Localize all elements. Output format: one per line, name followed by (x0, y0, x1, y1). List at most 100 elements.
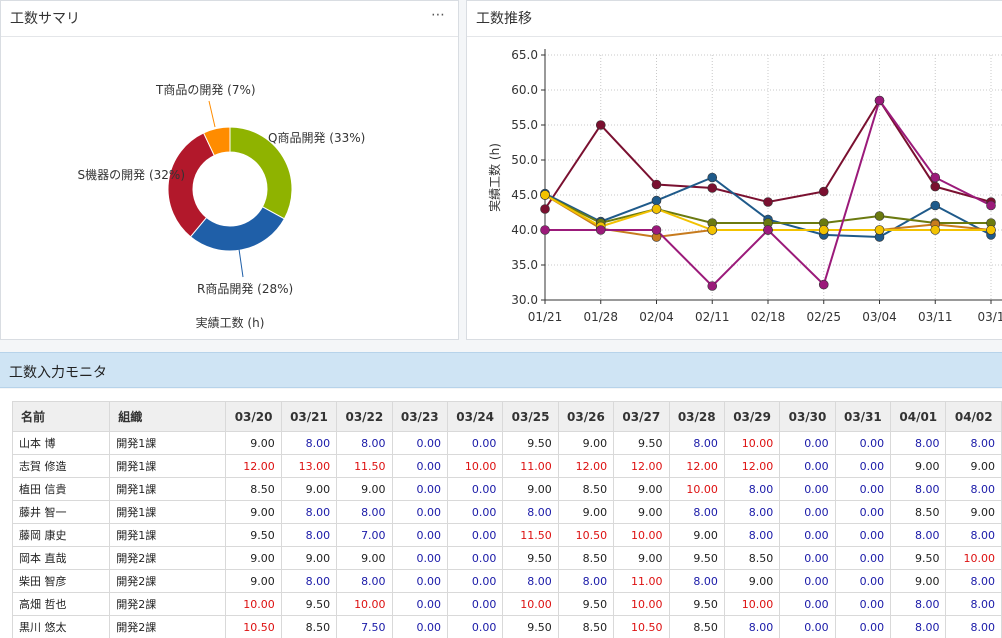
cell-hours[interactable]: 11.00 (613, 569, 670, 593)
cell-hours[interactable]: 8.00 (890, 431, 947, 455)
cell-hours[interactable]: 8.00 (280, 523, 338, 547)
cell-hours[interactable]: 9.50 (668, 546, 725, 570)
cell-hours[interactable]: 8.50 (557, 477, 615, 501)
cell-hours[interactable]: 0.00 (834, 592, 892, 616)
cell-hours[interactable]: 8.00 (502, 569, 559, 593)
column-header-date[interactable]: 03/20 (225, 401, 282, 432)
series-point[interactable] (930, 181, 941, 192)
column-header-name[interactable]: 名前 (11, 401, 111, 432)
cell-hours[interactable]: 9.00 (336, 546, 393, 570)
cell-hours[interactable]: 8.00 (945, 523, 1002, 547)
cell-hours[interactable]: 7.50 (336, 615, 393, 638)
cell-hours[interactable]: 10.00 (502, 592, 559, 616)
cell-hours[interactable]: 9.00 (557, 500, 615, 524)
cell-hours[interactable]: 0.00 (391, 615, 448, 638)
cell-hours[interactable]: 0.00 (391, 546, 448, 570)
table-row[interactable]: 藤岡 康史 開発1課 9.50 8.00 7.00 0.00 0.00 11.50 10.50 1… (11, 523, 1002, 547)
cell-hours[interactable]: 8.00 (336, 569, 393, 593)
series-point[interactable] (818, 279, 829, 290)
cell-hours[interactable]: 10.50 (225, 615, 282, 638)
series-point[interactable] (595, 225, 606, 235)
series-point[interactable] (930, 225, 941, 235)
cell-hours[interactable]: 12.00 (225, 454, 282, 478)
cell-hours[interactable]: 8.00 (723, 523, 781, 547)
cell-hours[interactable]: 9.00 (890, 454, 947, 478)
cell-hours[interactable]: 9.00 (668, 523, 725, 547)
cell-hours[interactable]: 0.00 (391, 523, 448, 547)
cell-hours[interactable]: 0.00 (834, 569, 892, 593)
series-point[interactable] (707, 225, 718, 235)
cell-hours[interactable]: 10.50 (613, 615, 670, 638)
cell-hours[interactable]: 9.50 (668, 592, 725, 616)
cell-hours[interactable]: 10.00 (336, 592, 393, 616)
cell-hours[interactable]: 0.00 (446, 569, 504, 593)
series-point[interactable] (540, 190, 550, 200)
cell-hours[interactable]: 9.00 (225, 569, 282, 593)
series-point[interactable] (595, 120, 606, 130)
series-point[interactable] (874, 225, 885, 235)
cell-hours[interactable]: 11.50 (336, 454, 393, 478)
cell-hours[interactable]: 0.00 (779, 454, 836, 478)
cell-hours[interactable]: 9.50 (280, 592, 338, 616)
cell-hours[interactable]: 8.00 (557, 569, 615, 593)
cell-hours[interactable]: 8.00 (336, 431, 393, 455)
table-row[interactable]: 黒川 悠太 開発2課 10.50 8.50 7.50 0.00 0.00 9.50 8.50 10… (11, 615, 1002, 638)
cell-hours[interactable]: 0.00 (391, 431, 448, 455)
cell-hours[interactable]: 9.50 (502, 615, 559, 638)
cell-hours[interactable]: 0.00 (779, 546, 836, 570)
cell-hours[interactable]: 0.00 (391, 477, 448, 501)
series-point[interactable] (651, 204, 662, 214)
cell-hours[interactable]: 0.00 (446, 477, 504, 501)
series-point[interactable] (986, 200, 996, 211)
series-point[interactable] (707, 183, 718, 193)
cell-hours[interactable]: 8.00 (945, 569, 1002, 593)
series-point[interactable] (651, 225, 662, 235)
column-header-date[interactable]: 03/22 (336, 401, 393, 432)
cell-hours[interactable]: 0.00 (834, 477, 892, 501)
cell-hours[interactable]: 10.00 (613, 523, 670, 547)
cell-hours[interactable]: 0.00 (391, 569, 448, 593)
cell-hours[interactable]: 0.00 (779, 500, 836, 524)
cell-hours[interactable]: 8.50 (225, 477, 282, 501)
cell-hours[interactable]: 8.00 (945, 477, 1002, 501)
cell-hours[interactable]: 0.00 (779, 523, 836, 547)
cell-hours[interactable]: 9.00 (613, 477, 670, 501)
cell-hours[interactable]: 8.50 (723, 546, 781, 570)
column-header-org[interactable]: 組織 (109, 401, 227, 432)
series-point[interactable] (930, 200, 941, 211)
cell-hours[interactable]: 10.00 (613, 592, 670, 616)
column-header-date[interactable]: 03/25 (502, 401, 559, 432)
column-header-date[interactable]: 03/26 (557, 401, 615, 432)
series-point[interactable] (874, 211, 885, 221)
cell-hours[interactable]: 10.00 (723, 431, 781, 455)
series-point[interactable] (930, 172, 941, 183)
table-row[interactable]: 植田 信貴 開発1課 8.50 9.00 9.00 0.00 0.00 9.00 8.50 9.0… (11, 477, 1002, 501)
cell-hours[interactable]: 9.00 (613, 546, 670, 570)
cell-hours[interactable]: 0.00 (391, 454, 448, 478)
donut-slice[interactable] (202, 126, 231, 157)
cell-hours[interactable]: 8.50 (557, 615, 615, 638)
cell-hours[interactable]: 0.00 (779, 431, 836, 455)
cell-hours[interactable]: 8.00 (945, 431, 1002, 455)
cell-hours[interactable]: 0.00 (391, 500, 448, 524)
cell-hours[interactable]: 12.00 (668, 454, 725, 478)
table-row[interactable]: 藤井 智一 開発1課 9.00 8.00 8.00 0.00 0.00 8.00 9.00 9.0… (11, 500, 1002, 524)
cell-hours[interactable]: 0.00 (834, 546, 892, 570)
series-point[interactable] (651, 195, 662, 206)
table-row[interactable]: 岡本 直哉 開発2課 9.00 9.00 9.00 0.00 0.00 9.50 8.50 9.0… (11, 546, 1002, 570)
cell-hours[interactable]: 12.00 (613, 454, 670, 478)
cell-hours[interactable]: 9.00 (945, 454, 1002, 478)
cell-hours[interactable]: 7.00 (336, 523, 393, 547)
cell-hours[interactable]: 0.00 (391, 592, 448, 616)
series-point[interactable] (707, 281, 718, 291)
cell-hours[interactable]: 8.00 (280, 569, 338, 593)
cell-hours[interactable]: 8.00 (890, 523, 947, 547)
cell-hours[interactable]: 8.00 (336, 500, 393, 524)
cell-hours[interactable]: 13.00 (280, 454, 338, 478)
cell-hours[interactable]: 9.00 (557, 431, 615, 455)
cell-hours[interactable]: 10.00 (446, 454, 504, 478)
cell-hours[interactable]: 11.50 (502, 523, 559, 547)
series-point[interactable] (540, 204, 550, 214)
cell-hours[interactable]: 0.00 (779, 477, 836, 501)
cell-hours[interactable]: 9.00 (502, 477, 559, 501)
